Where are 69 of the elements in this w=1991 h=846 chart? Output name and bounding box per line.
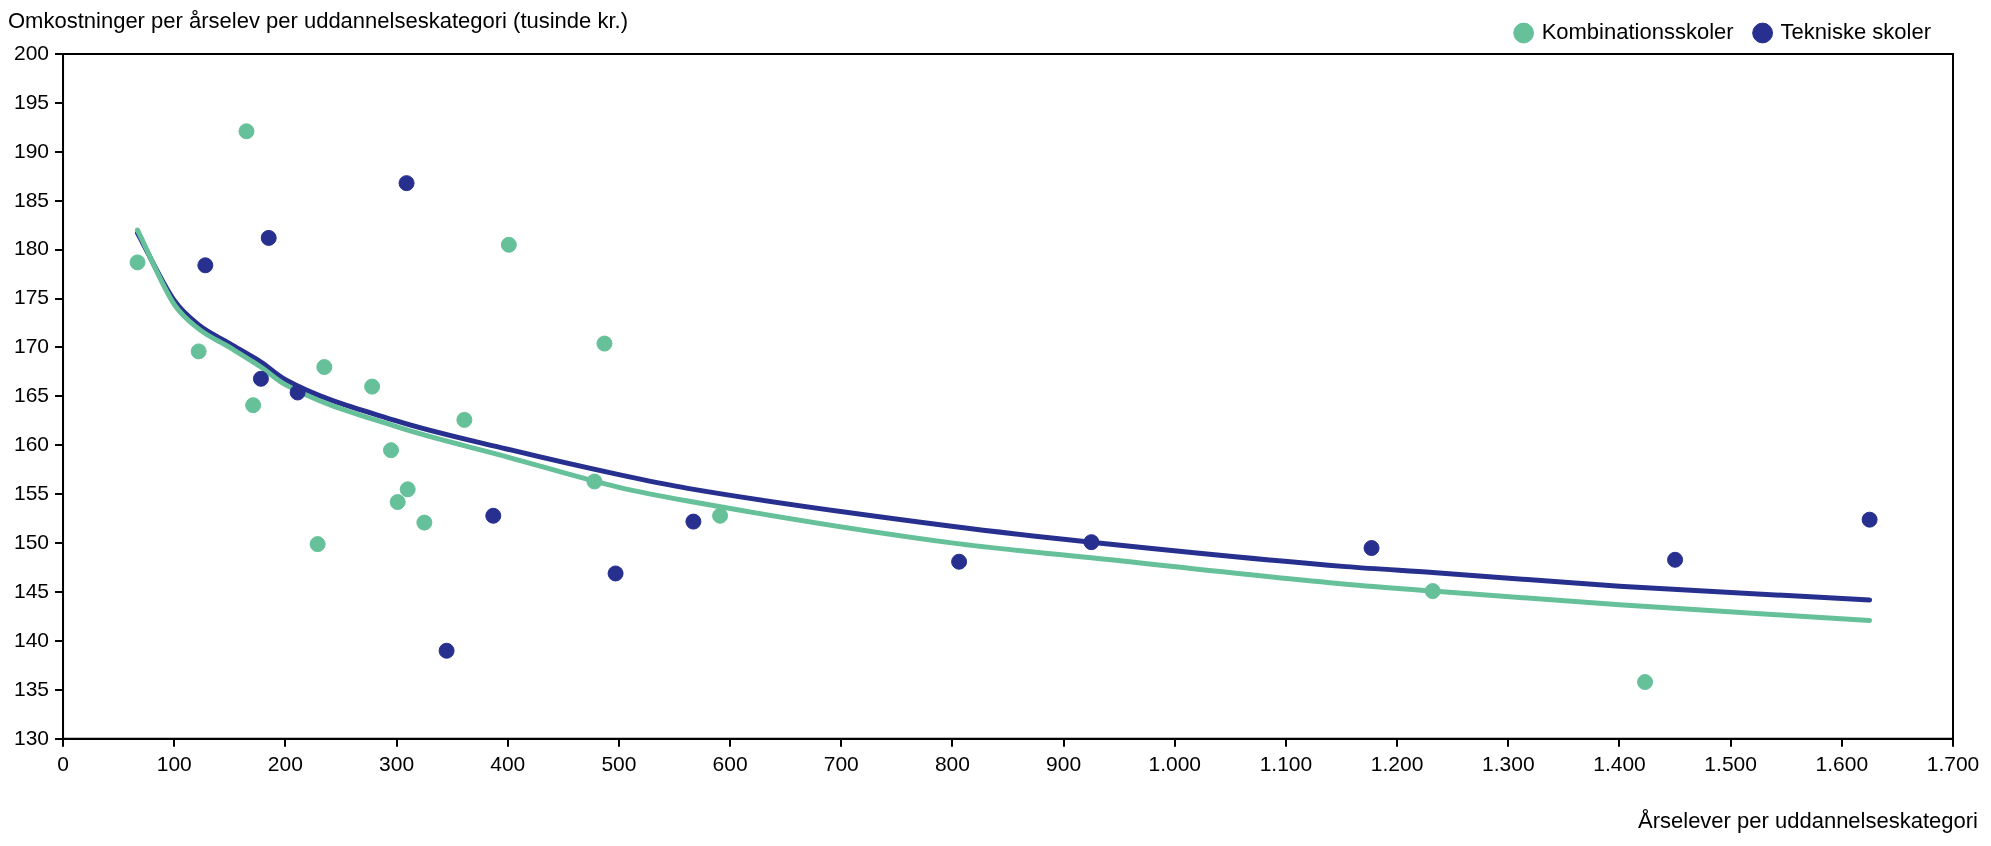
point bbox=[389, 494, 406, 511]
y-tick-label: 165 bbox=[13, 383, 50, 407]
point bbox=[1083, 534, 1100, 551]
point bbox=[398, 175, 415, 192]
x-tick-label: 1.300 bbox=[1482, 752, 1535, 776]
y-tick-label: 195 bbox=[13, 89, 50, 113]
point bbox=[190, 343, 207, 360]
y-tick-label: 180 bbox=[13, 236, 50, 260]
x-tick-label: 900 bbox=[1046, 752, 1082, 776]
x-tick-label: 700 bbox=[823, 752, 859, 776]
x-tick-label: 400 bbox=[490, 752, 526, 776]
x-tick-label: 200 bbox=[267, 752, 303, 776]
x-tick-label: 500 bbox=[601, 752, 637, 776]
point bbox=[500, 236, 517, 253]
point bbox=[1861, 511, 1878, 528]
legend-label: Tekniske skoler bbox=[1780, 19, 1931, 45]
point bbox=[289, 384, 306, 401]
x-tick-label: 1.200 bbox=[1370, 752, 1424, 776]
point bbox=[1424, 583, 1441, 600]
point bbox=[456, 411, 473, 428]
point bbox=[586, 473, 603, 490]
point bbox=[1363, 540, 1380, 557]
y-tick-label: 200 bbox=[13, 40, 50, 64]
x-tick-label: 300 bbox=[379, 752, 415, 776]
point bbox=[607, 565, 624, 582]
point bbox=[596, 335, 613, 352]
point bbox=[197, 257, 214, 274]
point bbox=[1637, 674, 1654, 691]
point bbox=[383, 442, 399, 459]
x-axis-title: Årselever per uddannelseskategori bbox=[1638, 808, 1978, 834]
x-tick-label: 1.700 bbox=[1926, 752, 1980, 776]
y-tick-label: 190 bbox=[13, 138, 50, 162]
y-tick-label: 175 bbox=[13, 285, 50, 309]
legend-label: Kombinationsskoler bbox=[1541, 19, 1734, 45]
y-tick-label: 135 bbox=[13, 676, 50, 700]
x-tick-label: 1.600 bbox=[1815, 752, 1869, 776]
x-tick-label: 1.000 bbox=[1148, 752, 1202, 776]
point bbox=[129, 254, 146, 271]
x-tick-label: 1.500 bbox=[1704, 752, 1757, 776]
y-tick-label: 185 bbox=[13, 187, 50, 211]
point bbox=[252, 370, 269, 387]
point bbox=[245, 397, 262, 414]
x-tick-label: 600 bbox=[712, 752, 748, 776]
y-tick-label: 150 bbox=[13, 529, 50, 553]
x-tick-label: 1.100 bbox=[1259, 752, 1313, 776]
y-tick-label: 160 bbox=[13, 432, 50, 456]
x-tick-label: 1.400 bbox=[1593, 752, 1646, 776]
point bbox=[485, 507, 502, 524]
y-tick-label: 145 bbox=[13, 578, 50, 602]
y-axis-title: Omkostninger per årselev per uddannelseskategori (tusinde kr.) bbox=[8, 8, 628, 34]
x-tick-label: 0 bbox=[57, 752, 69, 776]
point bbox=[399, 481, 416, 498]
point bbox=[316, 359, 333, 376]
point bbox=[712, 507, 729, 524]
point bbox=[238, 123, 255, 140]
x-tick-label: 800 bbox=[934, 752, 970, 776]
x-tick-label: 100 bbox=[156, 752, 192, 776]
point bbox=[438, 642, 455, 659]
point bbox=[951, 553, 968, 570]
point bbox=[309, 536, 326, 553]
point bbox=[685, 513, 702, 530]
point bbox=[364, 378, 381, 395]
point bbox=[1667, 551, 1684, 568]
y-tick-label: 155 bbox=[13, 481, 50, 505]
y-tick-label: 140 bbox=[13, 627, 50, 651]
y-tick-label: 130 bbox=[13, 725, 50, 749]
y-tick-label: 170 bbox=[13, 334, 50, 358]
point bbox=[260, 229, 277, 246]
point bbox=[416, 514, 433, 531]
